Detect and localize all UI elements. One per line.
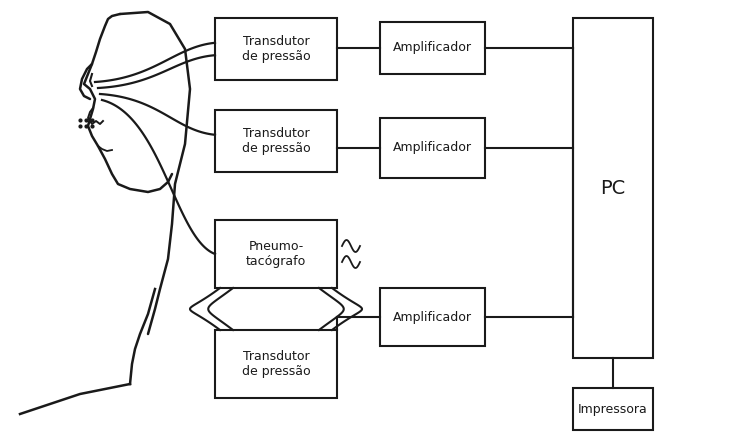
Bar — [380, 118, 485, 178]
Bar — [380, 288, 485, 346]
Bar — [215, 18, 337, 80]
Text: Transdutor
de pressão: Transdutor de pressão — [242, 35, 311, 63]
Bar — [380, 22, 485, 74]
Text: Transdutor
de pressão: Transdutor de pressão — [242, 350, 311, 378]
Bar — [215, 220, 337, 288]
Text: Amplificador: Amplificador — [393, 142, 472, 155]
Bar — [215, 330, 337, 398]
Text: Transdutor
de pressão: Transdutor de pressão — [242, 127, 311, 155]
Bar — [573, 388, 653, 430]
Text: Amplificador: Amplificador — [393, 41, 472, 55]
Text: Pneumo-
tacógrafo: Pneumo- tacógrafo — [246, 240, 306, 268]
Text: Impressora: Impressora — [578, 403, 648, 416]
Bar — [215, 110, 337, 172]
Bar — [573, 18, 653, 358]
Text: PC: PC — [601, 178, 625, 198]
Text: Amplificador: Amplificador — [393, 310, 472, 324]
